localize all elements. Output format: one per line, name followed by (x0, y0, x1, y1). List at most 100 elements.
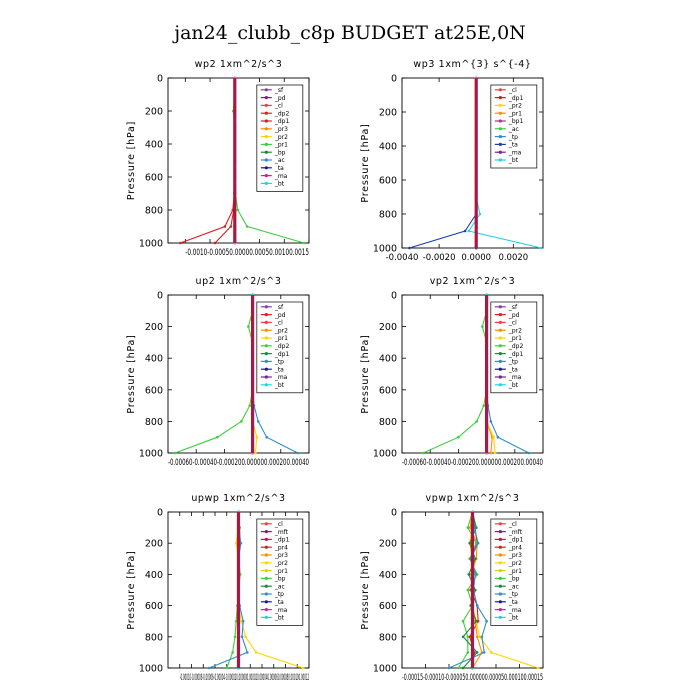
x-tick-label: 0.0000 (461, 253, 491, 263)
legend-label: _bt (274, 382, 285, 389)
data-point (408, 246, 411, 250)
legend-marker (498, 561, 502, 565)
data-point (474, 526, 478, 529)
legend-label: _pr2 (274, 560, 288, 567)
data-point (241, 619, 245, 623)
legend-marker (264, 375, 268, 379)
y-tick-label: 0 (157, 74, 163, 85)
legend-label: _pr1 (274, 568, 288, 575)
legend-box (256, 84, 304, 192)
legend-box (490, 301, 538, 394)
y-tick-label: 600 (145, 173, 163, 184)
chart-panel-1: wp2 1xm^2/s^3 0 200 400 600 800 1000 Pressure [… (126, 59, 310, 258)
chart-title: wp3 1xm^{3} s^{-4} (413, 59, 531, 70)
y-tick-label: 800 (379, 632, 397, 643)
legend-marker (498, 142, 502, 146)
legend-label: _ac (508, 583, 519, 590)
chart-title: wp2 1xm^2/s^3 (195, 59, 283, 70)
chart-title: upwp 1xm^2/s^3 (191, 493, 285, 504)
legend-label: _tp (274, 591, 284, 598)
legend-marker (264, 166, 268, 170)
data-point (478, 635, 481, 639)
legend-label: _cl (508, 320, 517, 327)
legend-marker (264, 103, 268, 107)
legend-label: _pd (274, 312, 286, 319)
x-tick-labels: -0.00015-0.00010-0.000050.000000.000050.… (402, 673, 543, 683)
legend-marker (264, 96, 268, 100)
legend-marker (264, 545, 268, 549)
legend-label: _ta (274, 366, 284, 373)
chart-panel-5: upwp 1xm^2/s^3 0 200 400 600 800 1000 Pressure … (126, 493, 310, 683)
legend-marker (264, 119, 268, 123)
legend-marker (498, 127, 502, 131)
legend-marker (498, 530, 502, 534)
data-point (447, 666, 451, 670)
y-tick-label: 800 (379, 210, 397, 221)
data-point (474, 588, 477, 592)
chart-panel-2: wp3 1xm^{3} s^{-4} 0 200 400 600 800 1000 Press… (360, 59, 544, 263)
data-point (302, 241, 306, 245)
data-point (461, 619, 465, 623)
legend-box (256, 301, 304, 394)
legend-marker (264, 359, 268, 363)
series-line (174, 295, 254, 454)
data-point (476, 619, 480, 623)
legend-label: _pr3 (274, 552, 288, 559)
data-point (240, 420, 243, 423)
legend-marker (264, 522, 268, 526)
plot-frame (167, 77, 310, 244)
data-point (474, 557, 477, 561)
y-tick-label: 800 (145, 417, 163, 428)
x-tick-labels: -0.00060-0.00040-0.000200.000000.000200.… (168, 458, 309, 468)
legend-label: _bt (508, 157, 519, 164)
legend-marker (498, 111, 502, 115)
y-tick-label: 200 (145, 539, 163, 550)
legend-marker (264, 344, 268, 348)
legend-label: _pr1 (274, 335, 288, 342)
y-axis-label: Pressure [hPa] (126, 121, 137, 200)
legend-label: _dp1 (274, 351, 290, 358)
legend-label: _pr1 (274, 142, 288, 149)
data-point (466, 588, 470, 592)
legend-marker (498, 375, 502, 379)
data-point (482, 404, 486, 407)
legend-label: _ta (274, 599, 284, 606)
legend-marker (264, 561, 268, 565)
legend-label: _pr4 (508, 544, 522, 551)
legend-marker (498, 119, 502, 123)
y-tick-label: 600 (145, 385, 163, 396)
y-tick-label: 400 (379, 142, 397, 153)
y-tick-label: 0 (391, 508, 397, 519)
data-point (213, 241, 217, 245)
legend-marker (498, 545, 502, 549)
legend-label: _dp1 (274, 537, 290, 544)
data-point (254, 651, 258, 654)
legend-label: _mft (274, 529, 289, 536)
series-line (180, 78, 236, 244)
legend-marker (498, 537, 502, 542)
legend-marker (264, 305, 268, 309)
data-point (475, 420, 479, 423)
legend-label: _dp1 (508, 537, 524, 544)
legend-marker (264, 142, 268, 146)
data-point (246, 651, 249, 654)
data-point (466, 651, 470, 654)
legend-label: _ma (508, 149, 522, 156)
data-point (481, 325, 484, 328)
legend-label: _pr4 (274, 544, 288, 551)
legend-marker (498, 608, 502, 612)
legend-marker (264, 111, 268, 115)
data-point (247, 325, 250, 328)
legend-label: _ac (508, 126, 519, 133)
x-tick-label: -0.0020 (423, 253, 456, 263)
legend-marker (498, 359, 502, 363)
legend-marker (498, 592, 502, 596)
legend-marker (264, 313, 268, 317)
data-point (474, 573, 477, 576)
legend-label: _tp (508, 134, 518, 141)
legend-marker (264, 367, 268, 371)
legend-marker (498, 352, 502, 356)
legend-label: _pr2 (274, 327, 288, 334)
data-point (539, 246, 543, 250)
